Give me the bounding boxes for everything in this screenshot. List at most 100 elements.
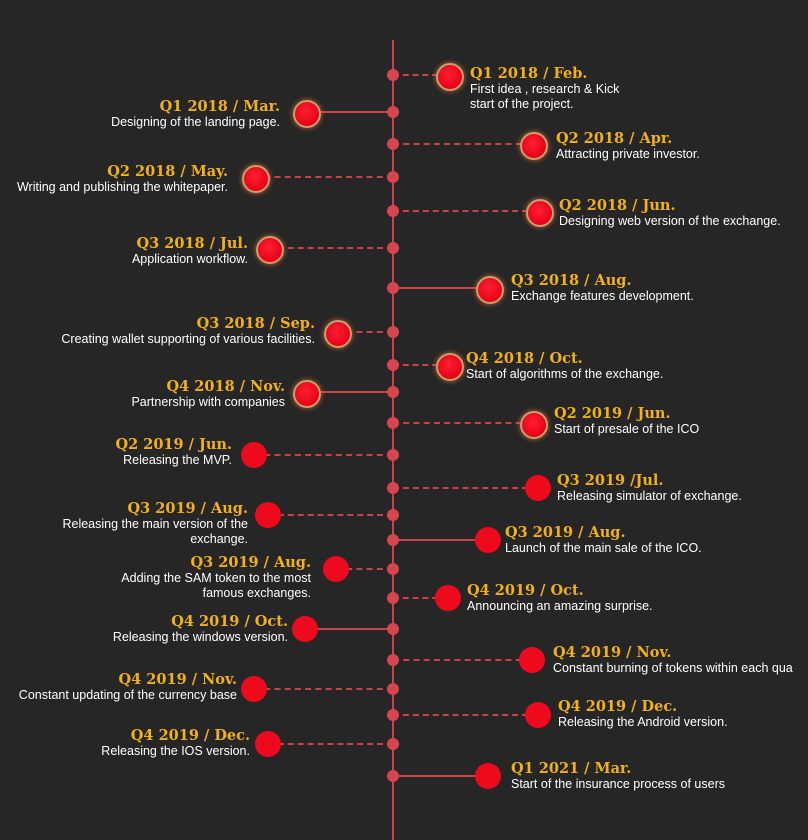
milestone-description: First idea , research & Kick start of th…: [470, 82, 620, 111]
milestone-description: Creating wallet supporting of various fa…: [61, 332, 315, 346]
milestone-description: Releasing the MVP.: [123, 453, 232, 467]
milestone-connector: [393, 74, 448, 76]
timeline-axis-dot: [387, 326, 399, 338]
milestone-connector: [393, 422, 532, 424]
milestone-label: Q3 2019 /Jul. Releasing simulator of exch…: [557, 473, 787, 504]
milestone-connector: [254, 688, 393, 690]
milestone-date: Q3 2018 / Jul.: [136, 235, 248, 252]
milestone-connector: [336, 568, 393, 570]
milestone-date: Q2 2018 / May.: [107, 163, 228, 180]
milestone-node: [293, 100, 321, 128]
milestone-connector: [393, 210, 538, 212]
milestone-description: Exchange features development.: [511, 289, 694, 303]
milestone-description: Attracting private investor.: [556, 147, 700, 161]
milestone-label: Q4 2018 / Nov. Partnership with companies: [85, 379, 285, 410]
milestone-node: [241, 676, 267, 702]
milestone-description: Constant burning of tokens within each q…: [553, 661, 793, 675]
timeline-axis-dot: [387, 770, 399, 782]
timeline-axis-dot: [387, 69, 399, 81]
milestone-label: Q2 2019 / Jun. Releasing the MVP.: [32, 437, 232, 468]
milestone-date: Q1 2018 / Mar.: [159, 98, 280, 115]
milestone-label: Q4 2019 / Oct. Releasing the windows vers…: [58, 614, 288, 645]
milestone-date: Q4 2018 / Oct.: [466, 350, 583, 367]
milestone-label: Q3 2018 / Aug. Exchange features developm…: [511, 273, 741, 304]
timeline-axis-dot: [387, 282, 399, 294]
milestone-label: Q1 2018 / Mar. Designing of the landing p…: [60, 99, 280, 130]
timeline-axis-dot: [387, 417, 399, 429]
milestone-node: [526, 199, 554, 227]
milestone-description: Start of presale of the ICO: [554, 422, 700, 436]
milestone-node: [323, 556, 349, 582]
milestone-description: Adding the SAM token to the most famous …: [121, 571, 311, 600]
milestone-label: Q2 2019 / Jun. Start of presale of the IC…: [554, 406, 754, 437]
milestone-description: Launch of the main sale of the ICO.: [505, 541, 702, 555]
milestone-date: Q4 2019 / Dec.: [558, 698, 678, 715]
milestone-description: Releasing the main version of the exchan…: [62, 517, 248, 546]
milestone-connector: [393, 597, 448, 599]
milestone-node: [476, 276, 504, 304]
milestone-node: [436, 353, 464, 381]
milestone-label: Q3 2019 / Aug. Adding the SAM token to th…: [101, 555, 311, 601]
milestone-connector: [393, 714, 538, 716]
milestone-connector: [305, 628, 393, 630]
timeline-axis: [392, 40, 394, 840]
milestone-description: Announcing an amazing surprise.: [467, 599, 653, 613]
milestone-description: Start of the insurance process of users: [511, 777, 725, 791]
timeline-axis-dot: [387, 242, 399, 254]
milestone-connector: [393, 775, 488, 777]
timeline-axis-dot: [387, 738, 399, 750]
milestone-description: Designing web version of the exchange.: [559, 214, 781, 228]
milestone-date: Q4 2018 / Nov.: [166, 378, 285, 395]
milestone-description: Releasing the windows version.: [112, 630, 288, 644]
milestone-connector: [393, 143, 532, 145]
timeline-axis-dot: [387, 563, 399, 575]
milestone-date: Q4 2019 / Dec.: [130, 727, 250, 744]
milestone-label: Q3 2019 / Aug. Launch of the main sale of…: [505, 525, 735, 556]
milestone-connector: [268, 247, 393, 249]
milestone-node: [520, 411, 548, 439]
milestone-label: Q3 2019 / Aug. Releasing the main version…: [48, 501, 248, 547]
milestone-node: [475, 763, 501, 789]
timeline-axis-dot: [387, 386, 399, 398]
milestone-node: [519, 647, 545, 673]
milestone-node: [255, 731, 281, 757]
timeline-axis-dot: [387, 138, 399, 150]
milestone-label: Q1 2018 / Feb. First idea , research & Ki…: [470, 66, 630, 112]
milestone-connector: [336, 331, 393, 333]
milestone-description: Start of algorithms of the exchange.: [466, 367, 664, 381]
timeline-axis-dot: [387, 592, 399, 604]
milestone-label: Q4 2019 / Nov. Constant burning of tokens…: [553, 644, 793, 676]
milestone-date: Q2 2018 / Jun.: [559, 197, 676, 214]
milestone-description: Application workflow.: [131, 252, 248, 266]
timeline-axis-dot: [387, 106, 399, 118]
timeline-axis-dot: [387, 683, 399, 695]
milestone-date: Q4 2019 / Nov.: [553, 644, 672, 661]
timeline-axis-dot: [387, 449, 399, 461]
milestone-connector: [393, 539, 488, 541]
milestone-date: Q4 2019 / Oct.: [467, 582, 584, 599]
milestone-label: Q4 2018 / Oct. Start of algorithms of the…: [466, 351, 696, 382]
milestone-node: [293, 380, 321, 408]
milestone-node: [242, 165, 270, 193]
milestone-description: Designing of the landing page.: [111, 115, 280, 129]
milestone-date: Q2 2019 / Jun.: [554, 405, 671, 422]
milestone-description: Releasing simulator of exchange.: [557, 489, 742, 503]
milestone-date: Q3 2019 / Aug.: [190, 554, 312, 571]
milestone-description: Releasing the Android version.: [558, 715, 728, 729]
milestone-description: Partnership with companies: [131, 395, 285, 409]
milestone-node: [255, 502, 281, 528]
milestone-date: Q1 2018 / Feb.: [470, 65, 588, 82]
timeline-axis-dot: [387, 623, 399, 635]
milestone-date: Q2 2019 / Jun.: [115, 436, 232, 453]
timeline-axis-dot: [387, 654, 399, 666]
timeline-axis-dot: [387, 482, 399, 494]
milestone-connector: [393, 287, 488, 289]
milestone-label: Q3 2018 / Sep. Creating wallet supporting…: [35, 316, 315, 347]
timeline-axis-dot: [387, 359, 399, 371]
milestone-connector: [254, 454, 393, 456]
milestone-description: Releasing the IOS version.: [101, 744, 250, 758]
milestone-node: [256, 236, 284, 264]
milestone-node: [324, 320, 352, 348]
milestone-date: Q4 2019 / Oct.: [171, 613, 288, 630]
milestone-date: Q3 2018 / Sep.: [196, 315, 315, 332]
